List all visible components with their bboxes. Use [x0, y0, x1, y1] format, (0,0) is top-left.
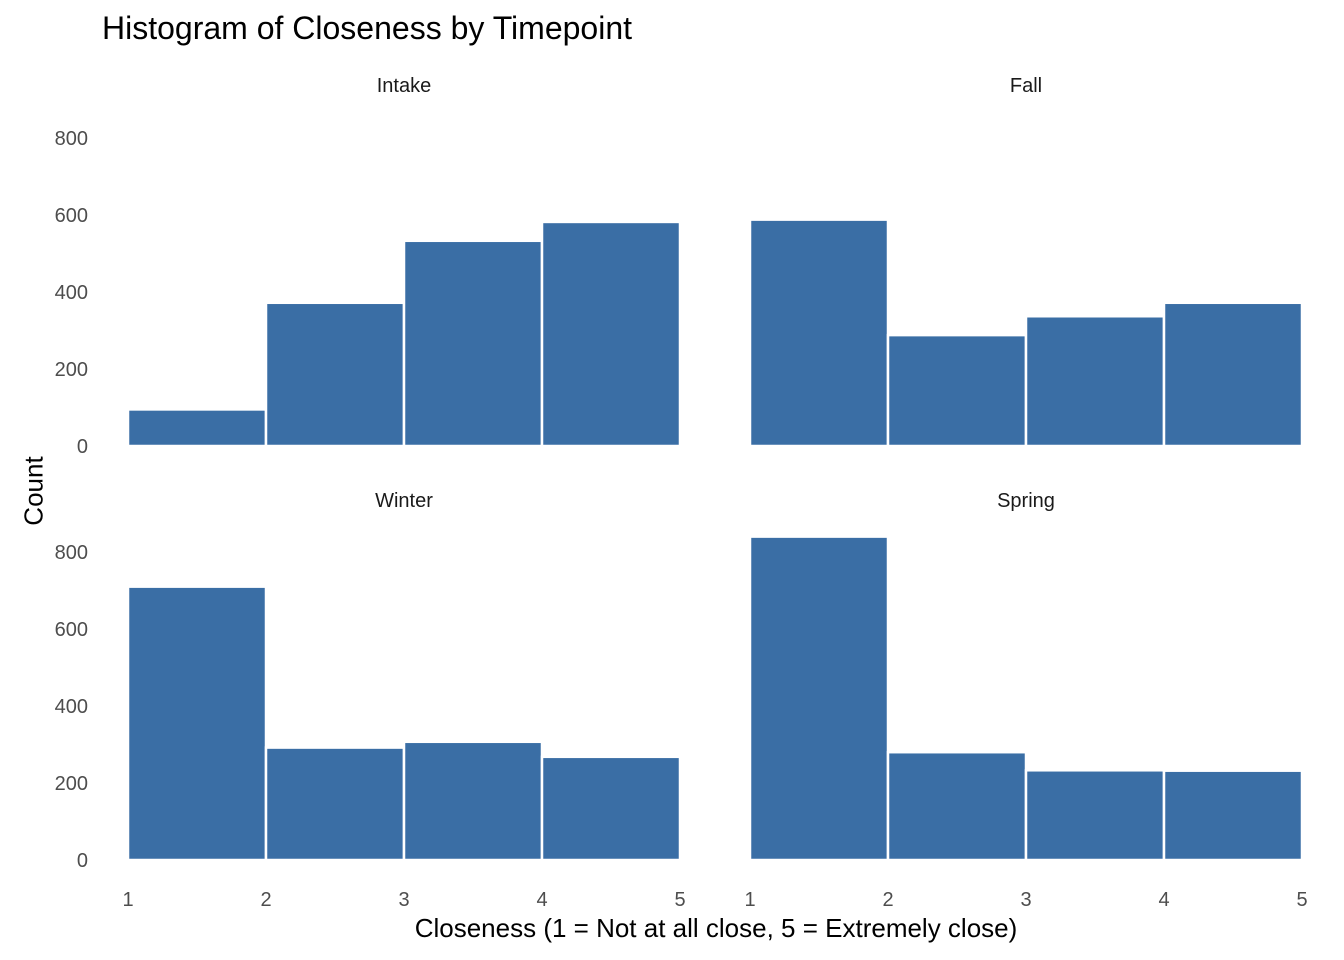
bar-spring-bin-4 — [1162, 769, 1304, 862]
bar-winter-bin-4 — [540, 755, 682, 862]
x-tick-label: 2 — [882, 889, 893, 911]
y-tick-label: 200 — [55, 359, 88, 381]
y-tick-label: 800 — [55, 542, 88, 564]
x-tick-label: 4 — [1158, 889, 1169, 911]
y-tick-label: 0 — [77, 436, 88, 458]
chart-title: Histogram of Closeness by Timepoint — [102, 10, 632, 46]
facet-label-intake: Intake — [377, 75, 431, 97]
bar-winter-bin-1 — [126, 585, 268, 862]
bar-fall-bin-4 — [1162, 301, 1304, 448]
bar-spring-bin-1 — [748, 535, 890, 862]
x-tick-label: 5 — [1296, 889, 1307, 911]
x-tick-label: 2 — [260, 889, 271, 911]
bar-winter-bin-2 — [264, 746, 406, 862]
x-tick-label: 1 — [744, 889, 755, 911]
facet-label-fall: Fall — [1010, 75, 1042, 97]
y-tick-label: 0 — [77, 850, 88, 872]
bar-intake-bin-3 — [402, 239, 544, 448]
x-axis-label: Closeness (1 = Not at all close, 5 = Ext… — [414, 913, 1018, 943]
x-tick-label: 4 — [536, 889, 547, 911]
bar-fall-bin-2 — [886, 333, 1028, 448]
bar-spring-bin-2 — [886, 750, 1028, 862]
x-tick-label: 1 — [122, 889, 133, 911]
y-tick-label: 400 — [55, 696, 88, 718]
x-tick-label: 3 — [398, 889, 409, 911]
y-tick-label: 600 — [55, 205, 88, 227]
bar-intake-bin-1 — [126, 408, 268, 448]
bar-fall-bin-1 — [748, 218, 890, 448]
x-tick-label: 5 — [674, 889, 685, 911]
bar-winter-bin-3 — [402, 740, 544, 862]
bar-fall-bin-3 — [1024, 315, 1166, 448]
x-tick-label: 3 — [1020, 889, 1031, 911]
facet-label-spring: Spring — [997, 490, 1055, 512]
bar-spring-bin-3 — [1024, 769, 1166, 862]
y-tick-label: 600 — [55, 619, 88, 641]
y-tick-label: 400 — [55, 282, 88, 304]
facet-label-winter: Winter — [375, 490, 433, 512]
bar-intake-bin-2 — [264, 301, 406, 448]
bar-intake-bin-4 — [540, 220, 682, 448]
y-tick-label: 200 — [55, 773, 88, 795]
y-tick-label: 800 — [55, 128, 88, 150]
